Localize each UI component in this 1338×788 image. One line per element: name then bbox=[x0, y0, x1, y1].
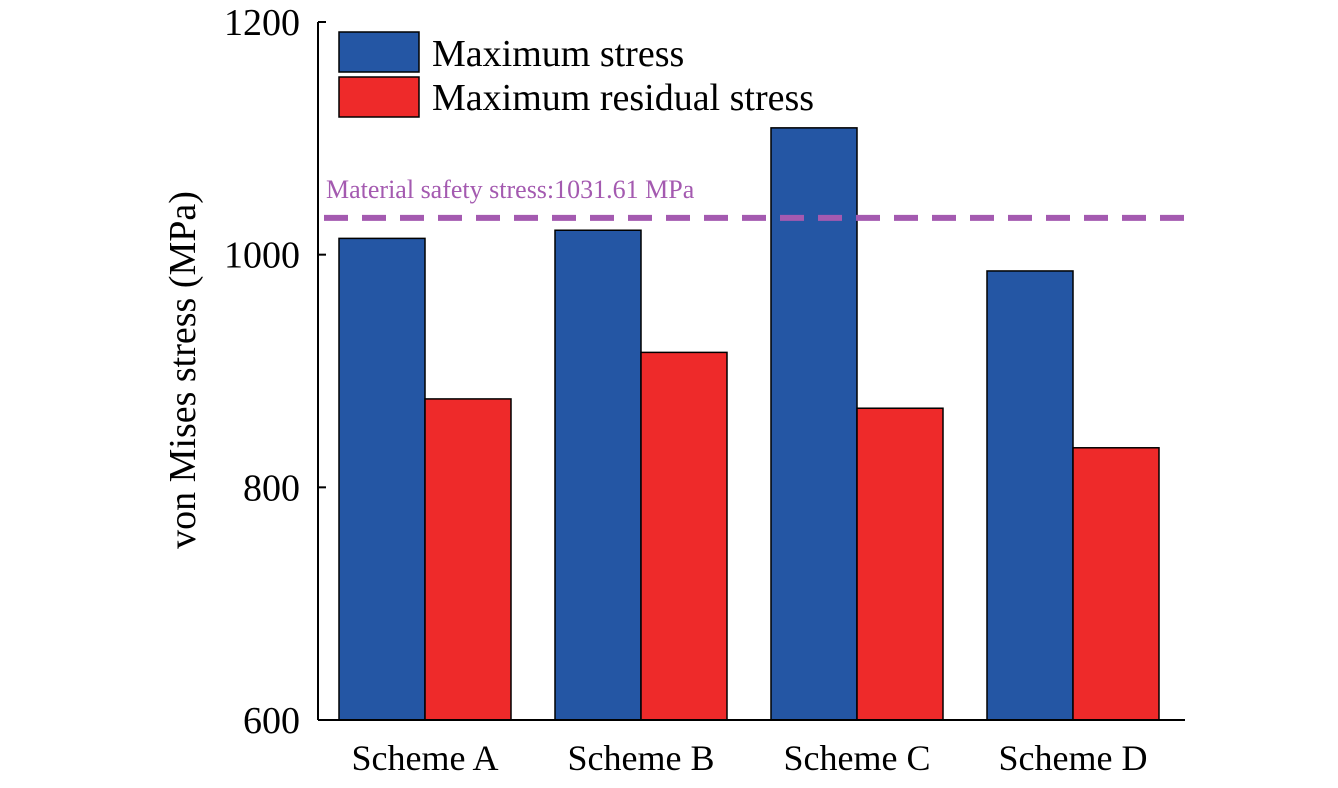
legend-swatch-max-stress bbox=[338, 31, 420, 73]
y-tick-label: 1000 bbox=[224, 235, 300, 277]
legend-label-max-stress: Maximum stress bbox=[432, 33, 684, 75]
safety-stress-label: Material safety stress:1031.61 MPa bbox=[326, 175, 695, 204]
x-tick-label: Scheme A bbox=[352, 738, 499, 778]
legend: Maximum stress Maximum residual stress bbox=[338, 31, 814, 119]
bar-scheme-a-residual-stress bbox=[424, 398, 512, 721]
x-tick-label: Scheme C bbox=[784, 738, 931, 778]
x-tick-label: Scheme D bbox=[999, 738, 1148, 778]
bar-scheme-a-max-stress bbox=[338, 237, 426, 721]
y-tick-label: 800 bbox=[243, 467, 300, 509]
y-tick-label: 600 bbox=[243, 700, 300, 742]
y-axis-label: von Mises stress (MPa) bbox=[162, 191, 204, 549]
legend-label-residual-stress: Maximum residual stress bbox=[432, 77, 814, 119]
x-tick-label: Scheme B bbox=[568, 738, 715, 778]
legend-swatch-residual-stress bbox=[338, 76, 420, 118]
bar-scheme-d-max-stress bbox=[986, 270, 1074, 721]
bar-scheme-c-max-stress bbox=[770, 127, 858, 721]
bar-scheme-b-max-stress bbox=[554, 229, 642, 721]
bar-scheme-d-residual-stress bbox=[1072, 447, 1160, 721]
y-tick-label: 1200 bbox=[224, 2, 300, 44]
bar-scheme-c-residual-stress bbox=[856, 407, 944, 721]
axes: 600 800 1000 1200 bbox=[224, 2, 1185, 742]
bar-scheme-b-residual-stress bbox=[640, 351, 728, 721]
